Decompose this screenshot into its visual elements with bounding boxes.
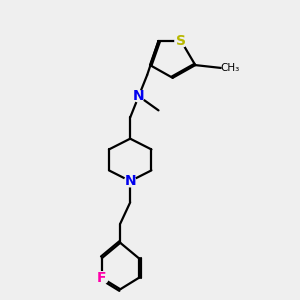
Circle shape xyxy=(224,62,235,74)
Text: N: N xyxy=(124,174,136,188)
Circle shape xyxy=(133,91,144,102)
Text: N: N xyxy=(133,89,145,103)
Text: CH₃: CH₃ xyxy=(221,63,240,73)
Text: F: F xyxy=(97,271,106,285)
Circle shape xyxy=(124,176,136,187)
Circle shape xyxy=(96,272,108,284)
Circle shape xyxy=(175,35,188,47)
Text: S: S xyxy=(176,34,186,48)
